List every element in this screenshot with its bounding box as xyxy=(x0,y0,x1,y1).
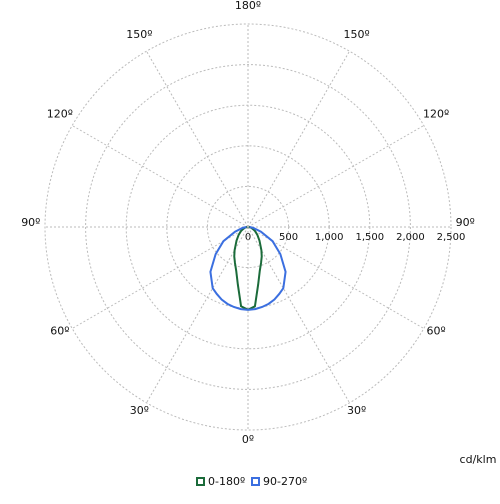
grid-ring xyxy=(44,23,452,431)
grid-ring xyxy=(85,64,411,390)
angle-label: 30º xyxy=(347,404,366,417)
legend-swatch xyxy=(196,477,205,486)
grid-spoke xyxy=(247,226,350,404)
r-tick-label: 0 xyxy=(245,232,251,243)
angle-label: 120º xyxy=(423,107,449,120)
angle-label: 60º xyxy=(427,325,446,338)
grid-spoke xyxy=(247,125,425,228)
series-line xyxy=(209,226,249,311)
series-line xyxy=(247,226,287,311)
angle-label: 150º xyxy=(126,28,152,41)
r-tick-label: 2,500 xyxy=(437,232,466,243)
angle-label: 60º xyxy=(50,325,69,338)
legend-label: 90-270º xyxy=(263,475,307,488)
grid-spoke xyxy=(71,226,249,329)
grid-spoke xyxy=(247,226,425,329)
angle-label: 180º xyxy=(235,0,261,12)
angle-label: 90º xyxy=(456,216,475,229)
r-tick-label: 1,500 xyxy=(355,232,384,243)
angle-label: 150º xyxy=(344,28,370,41)
angle-label: 90º xyxy=(21,216,40,229)
r-tick-label: 1,000 xyxy=(315,232,344,243)
grid-spoke xyxy=(247,50,350,228)
grid-spoke xyxy=(146,50,249,228)
grid-spoke xyxy=(71,125,249,228)
legend-label: 0-180º xyxy=(208,475,245,488)
angle-label: 120º xyxy=(47,107,73,120)
r-tick-label: 2,000 xyxy=(396,232,425,243)
unit-label: cd/klm xyxy=(460,453,497,466)
angle-label: 0º xyxy=(242,433,254,446)
legend-swatch xyxy=(251,477,260,486)
grid-spoke xyxy=(146,226,249,404)
angle-label: 30º xyxy=(130,404,149,417)
r-tick-label: 500 xyxy=(279,232,298,243)
